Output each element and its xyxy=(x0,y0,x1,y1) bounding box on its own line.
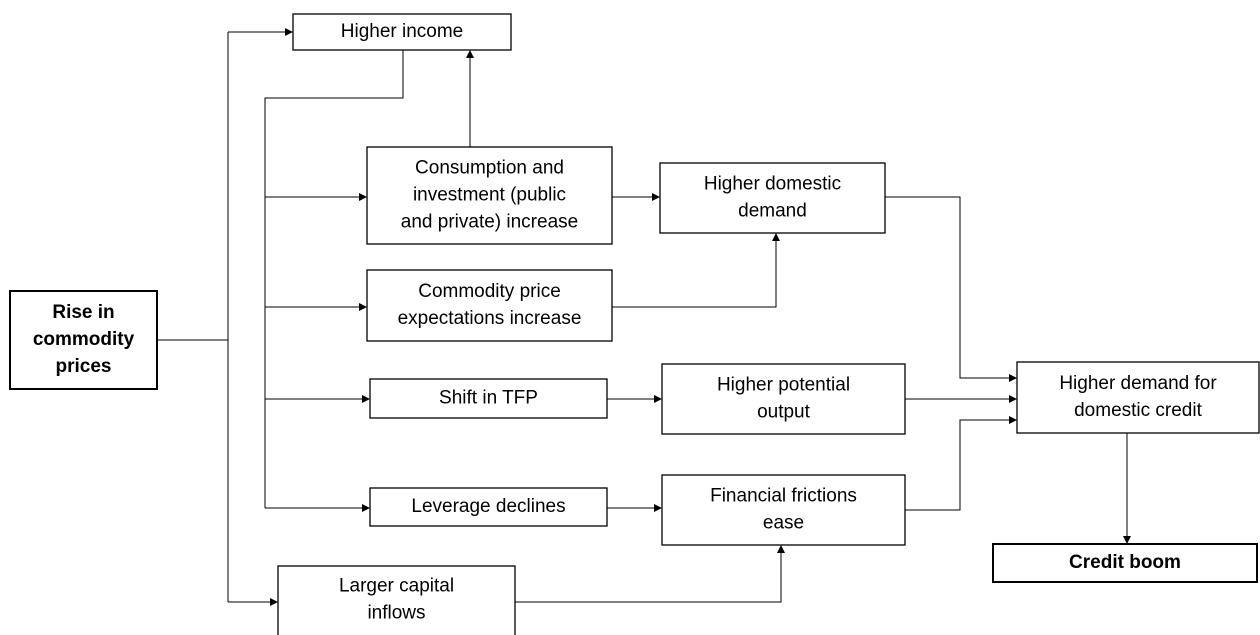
node-label: and private) increase xyxy=(401,212,578,233)
node-label: prices xyxy=(56,356,112,377)
node-label: Leverage declines xyxy=(411,496,565,517)
arrow xyxy=(612,233,780,308)
node-label: Higher potential xyxy=(717,375,850,396)
node-label: Larger capital xyxy=(339,576,454,597)
node-label: Financial frictions xyxy=(710,486,857,507)
node-box xyxy=(992,543,1258,583)
node-label: Consumption and xyxy=(415,158,564,179)
boxes: Rise in commodity prices Higher income Consu… xyxy=(9,13,1260,635)
arrow xyxy=(515,545,785,603)
connectors xyxy=(157,28,1131,606)
node-label: commodity xyxy=(33,329,135,350)
node-label: demand xyxy=(738,201,807,222)
node-label: Higher income xyxy=(341,21,464,42)
node-label: ease xyxy=(763,513,804,534)
connector xyxy=(157,32,229,602)
node-label: domestic credit xyxy=(1074,400,1202,421)
node-label: Commodity price xyxy=(418,281,561,302)
node-box xyxy=(659,162,886,234)
node-label: output xyxy=(757,402,811,423)
node-box xyxy=(369,378,608,419)
connector xyxy=(264,50,404,508)
arrow xyxy=(885,196,1017,382)
node-box xyxy=(661,363,906,435)
node-box xyxy=(277,565,516,635)
node-label: Credit boom xyxy=(1069,552,1181,573)
node-label: Shift in TFP xyxy=(439,388,538,409)
node-label: investment (public xyxy=(413,185,566,206)
node-box xyxy=(366,269,613,342)
node-label: Higher domestic xyxy=(704,174,841,195)
node-label: expectations increase xyxy=(398,308,582,329)
node-label: Rise in xyxy=(52,302,114,323)
node-box xyxy=(366,146,613,245)
node-box xyxy=(1016,361,1260,434)
node-box xyxy=(9,290,158,390)
node-box xyxy=(661,474,906,546)
arrow xyxy=(905,416,1017,511)
node-label: inflows xyxy=(367,603,425,624)
node-label: Higher demand for xyxy=(1059,373,1217,394)
node-box xyxy=(369,487,608,527)
node-box xyxy=(292,13,512,51)
